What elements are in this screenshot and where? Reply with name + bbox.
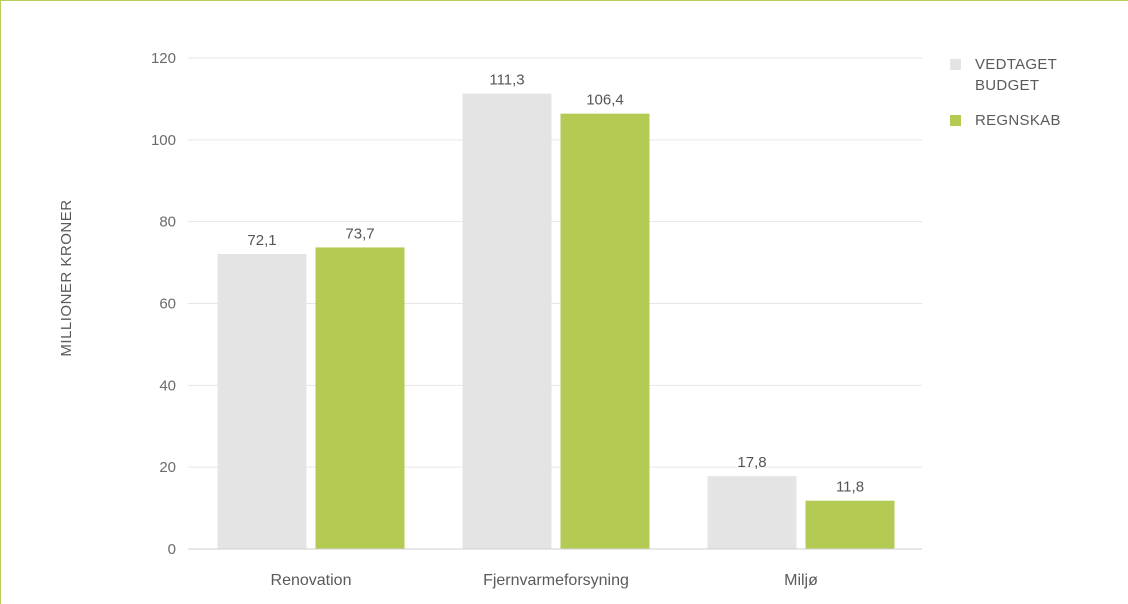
frame-top-border	[0, 0, 1128, 1]
y-tick-label: 20	[159, 459, 176, 476]
legend-swatch	[950, 115, 961, 126]
bar-renovation-regnskab	[315, 247, 405, 550]
bar-renovation-budget	[217, 253, 307, 549]
y-tick-label: 120	[151, 50, 176, 67]
grid-lines	[188, 57, 922, 468]
y-axis-ticks: 0 20 40 60 80 100 120	[151, 50, 176, 558]
y-tick-label: 80	[159, 214, 176, 231]
y-tick-label: 100	[151, 132, 176, 149]
category-labels: Renovation Fjernvarmeforsyning Miljø	[271, 572, 819, 589]
bar-value-label: 17,8	[737, 454, 766, 471]
y-tick-label: 40	[159, 377, 176, 394]
legend-label: REGNSKAB	[975, 112, 1061, 129]
category-label: Renovation	[271, 572, 352, 589]
legend-swatch	[950, 59, 961, 70]
bar-value-label: 106,4	[586, 92, 624, 109]
bars	[217, 93, 895, 550]
y-tick-label: 0	[168, 541, 176, 558]
bar-miljø-budget	[707, 476, 797, 549]
category-label: Fjernvarmeforsyning	[483, 572, 629, 589]
frame-left-border	[0, 0, 1, 604]
bar-fjernvarmeforsyning-budget	[462, 93, 552, 549]
y-tick-label: 60	[159, 296, 176, 313]
legend: VEDTAGET BUDGET REGNSKAB	[950, 56, 1061, 129]
bar-value-label: 11,8	[836, 479, 864, 496]
bar-miljø-regnskab	[805, 500, 895, 549]
legend-label: VEDTAGET	[975, 56, 1057, 73]
bar-fjernvarmeforsyning-regnskab	[560, 113, 650, 549]
bar-value-label: 72,1	[247, 232, 276, 249]
bar-value-label: 73,7	[345, 225, 374, 242]
category-label: Miljø	[784, 572, 818, 589]
bar-value-label: 111,3	[489, 72, 524, 89]
value-labels: 72,1 73,7 111,3 106,4 17,8 11,8	[247, 72, 864, 496]
y-axis-label: MILLIONER KRONER	[58, 199, 75, 356]
legend-label: BUDGET	[975, 77, 1039, 94]
